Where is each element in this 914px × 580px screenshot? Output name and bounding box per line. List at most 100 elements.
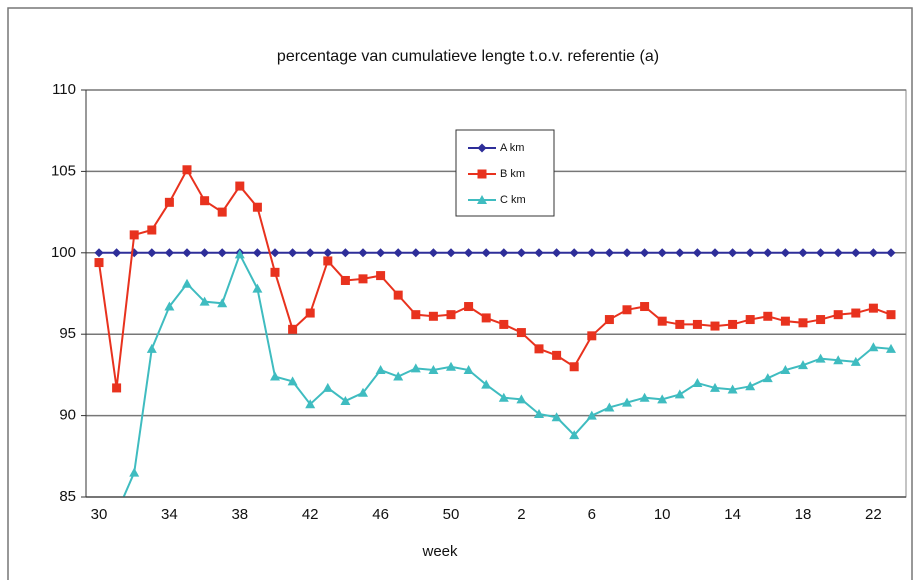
marker <box>376 271 386 281</box>
marker <box>710 248 720 258</box>
marker <box>411 248 421 258</box>
marker <box>410 363 421 373</box>
marker <box>710 382 720 392</box>
marker <box>270 267 280 277</box>
marker <box>534 248 544 258</box>
y-tick-label: 90 <box>59 407 76 424</box>
marker <box>586 410 597 420</box>
marker <box>428 365 439 375</box>
marker <box>252 202 262 212</box>
plot <box>94 165 896 497</box>
x-tick-label: 10 <box>654 506 671 523</box>
marker <box>516 394 527 404</box>
marker <box>798 360 808 370</box>
x-tick-label: 6 <box>588 506 596 523</box>
x-axis-label: week <box>421 543 458 560</box>
marker <box>287 376 298 386</box>
marker <box>851 308 861 318</box>
marker <box>745 248 755 258</box>
marker <box>94 248 104 258</box>
marker <box>604 248 614 258</box>
marker <box>252 283 263 293</box>
marker <box>745 381 756 391</box>
marker <box>516 328 526 338</box>
marker <box>164 301 175 311</box>
marker <box>850 356 861 366</box>
marker <box>481 379 492 389</box>
marker <box>640 302 650 312</box>
marker <box>182 248 192 258</box>
marker <box>728 248 738 258</box>
marker <box>710 321 720 331</box>
marker <box>464 302 474 312</box>
marker <box>376 248 386 258</box>
marker <box>622 397 632 407</box>
marker <box>868 303 878 313</box>
marker <box>393 290 403 300</box>
marker <box>851 248 861 258</box>
legend-label: C km <box>500 194 526 206</box>
marker <box>217 298 228 308</box>
marker <box>164 248 174 258</box>
marker <box>657 394 668 404</box>
marker <box>657 316 667 326</box>
y-tick-label: 85 <box>59 488 76 505</box>
marker <box>146 343 157 353</box>
y-tick-label: 110 <box>52 81 76 98</box>
marker <box>657 248 667 258</box>
marker <box>270 248 280 258</box>
marker <box>763 248 773 258</box>
marker <box>323 248 333 258</box>
marker <box>393 371 404 381</box>
marker <box>745 315 755 325</box>
x-tick-label: 18 <box>795 506 812 523</box>
marker <box>675 319 685 329</box>
marker <box>833 355 844 365</box>
marker <box>199 296 210 306</box>
marker <box>798 318 808 328</box>
y-tick-label: 105 <box>51 162 76 179</box>
marker <box>340 275 350 285</box>
marker <box>551 412 562 422</box>
marker <box>446 310 456 320</box>
marker <box>340 395 351 405</box>
marker <box>234 249 245 259</box>
marker <box>692 319 702 329</box>
marker <box>886 310 896 320</box>
axes: 85 90 95 100 105 110 30 34 38 42 46 50 2 6 10 14 18 22 <box>51 81 906 523</box>
marker <box>569 362 579 372</box>
marker <box>323 256 333 266</box>
x-tick-label: 50 <box>443 506 460 523</box>
marker <box>477 169 487 179</box>
marker <box>464 248 474 258</box>
marker <box>446 248 456 258</box>
marker <box>112 383 122 393</box>
marker <box>552 248 562 258</box>
marker <box>552 350 562 360</box>
marker <box>499 248 509 258</box>
marker <box>498 392 509 402</box>
y-tick-label: 100 <box>51 244 76 261</box>
marker <box>358 274 368 284</box>
legend: A km B km C km <box>455 129 555 217</box>
marker <box>428 311 438 321</box>
marker <box>780 248 790 258</box>
marker <box>886 248 896 258</box>
x-tick-label: 30 <box>91 506 108 523</box>
legend-label: A km <box>500 142 524 154</box>
marker <box>305 248 315 258</box>
x-tick-label: 38 <box>231 506 248 523</box>
marker <box>446 361 456 371</box>
marker <box>477 195 487 204</box>
marker <box>798 248 808 258</box>
marker <box>640 248 650 258</box>
marker <box>288 324 298 334</box>
x-tick-label: 2 <box>517 506 525 523</box>
marker <box>780 365 791 375</box>
marker <box>604 315 614 325</box>
marker <box>270 371 280 381</box>
marker <box>147 225 157 235</box>
marker <box>200 196 210 206</box>
marker <box>129 467 140 477</box>
